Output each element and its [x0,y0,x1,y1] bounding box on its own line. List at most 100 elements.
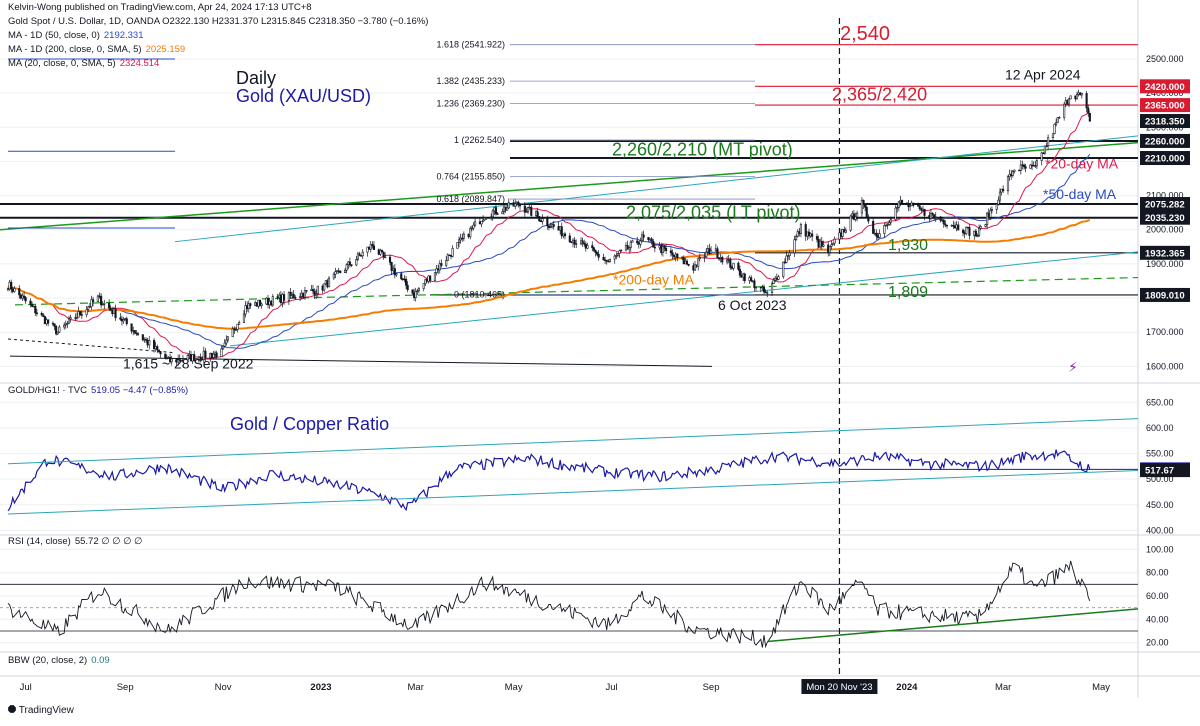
candle-body [136,333,140,335]
candle-body [910,202,913,206]
candle-body [828,246,831,253]
candle-body [827,244,830,253]
bbw-legend[interactable]: BBW (20, close, 2) 0.09 [8,655,110,666]
candle-body [661,246,664,253]
ratio-legend[interactable]: GOLD/HG1! · TVC 519.05 −4.47 (−0.85%) [8,385,188,396]
ma20-line [7,110,1091,359]
candle-body [647,237,650,241]
price-tick-label: 2100.000 [1146,191,1184,201]
candle-body [793,239,796,254]
fib-label: 1 (2262.540) [454,135,505,145]
candle-body [478,221,481,225]
candle-body [371,244,374,247]
candle-body [753,280,756,288]
candle-body [968,227,971,236]
candle-body [815,236,819,240]
ratio-upper-channel [7,418,1139,465]
green-trendline [0,141,1139,231]
candle-body [109,307,112,311]
ma20-legend[interactable]: MA (20, close, 0, SMA, 5) 2324.514 [8,58,159,69]
candle-body [628,247,631,250]
candle-body [536,211,539,217]
price-tick-label: 2500.000 [1146,54,1184,64]
candle-body [141,334,144,341]
candle-body [368,246,371,250]
candle-body [416,290,419,292]
candle-body [1066,100,1069,105]
candle-body [502,206,506,212]
time-axis: Jul Sep Nov 2023 Mar May Jul Sep Mon 20 Nov '23 2… [20,679,1110,694]
candle-body [181,359,185,361]
candle-body [616,253,620,256]
candle-body [345,264,348,271]
candle-body [67,318,71,324]
candle-body [541,218,544,222]
candle-body [571,239,575,244]
candle-body [119,317,122,320]
candle-body [35,312,38,314]
candle-body [934,216,937,218]
candle-body [682,257,685,265]
candle-body [896,206,899,209]
candle-body [148,340,151,346]
candle-body [34,305,37,314]
candle-body [1058,117,1061,119]
candle-body [108,302,111,309]
candle-body [998,191,1002,201]
rsi-legend[interactable]: RSI (14, close) 55.72 ∅ ∅ ∅ ∅ [8,536,142,547]
candle-body [766,292,769,294]
fib-label: 1.382 (2435.233) [436,76,505,86]
ma200-legend[interactable]: MA - 1D (200, close, 0, SMA, 5) 2025.159 [8,44,185,55]
price-tag [1140,245,1190,260]
annotation-label: 1,615 ~ 28 Sep 2022 [123,356,254,372]
candle-body [785,255,788,263]
candle-body [787,255,790,257]
candle-body [64,323,67,326]
candle-body [124,318,127,320]
candle-body [125,318,128,325]
candle-body [440,263,443,266]
time-tick-label: Mon 20 Nov '23 [806,682,872,693]
candle-body [302,292,305,298]
candle-body [579,240,583,245]
candle-body [844,229,847,233]
candle-body [233,328,236,331]
candle-body [1029,164,1032,169]
rsi-trendline [767,608,1139,643]
ma50-legend[interactable]: MA - 1D (50, close, 0) 2192.331 [8,30,144,41]
candle-body [132,330,135,332]
price-tag-label: 1932.365 [1145,248,1185,259]
date-marker-badge [801,679,878,694]
candle-body [461,237,464,240]
candle-body [653,246,656,249]
candle-body [47,319,50,324]
annotation-label: 1,930 [888,237,928,254]
price-tag-label: 2365.000 [1145,101,1185,112]
candle-body [74,317,77,319]
candle-body [905,202,908,205]
candle-body [254,302,257,306]
grey-trendline [9,355,713,367]
rsi-line [7,560,1091,649]
candle-body [841,229,844,237]
price-tag [1140,133,1190,148]
candle-body [957,224,960,231]
candle-body [501,211,504,215]
candle-body [1085,93,1088,109]
candle-body [804,224,807,237]
candle-body [729,259,732,268]
candle-body [1047,137,1050,147]
candle-body [754,286,758,289]
candle-body [671,252,674,256]
tradingview-logo[interactable]: ⯃ TradingView [8,705,74,716]
ma50-value: 2192.331 [103,30,144,41]
bbw-value: 0.09 [91,655,110,666]
candle-body [324,280,327,285]
candle-body [525,211,528,213]
candle-body [180,360,183,362]
candle-body [164,353,167,359]
candle-body [485,217,488,219]
candle-body [660,245,663,253]
time-tick-label: May [1092,682,1110,693]
